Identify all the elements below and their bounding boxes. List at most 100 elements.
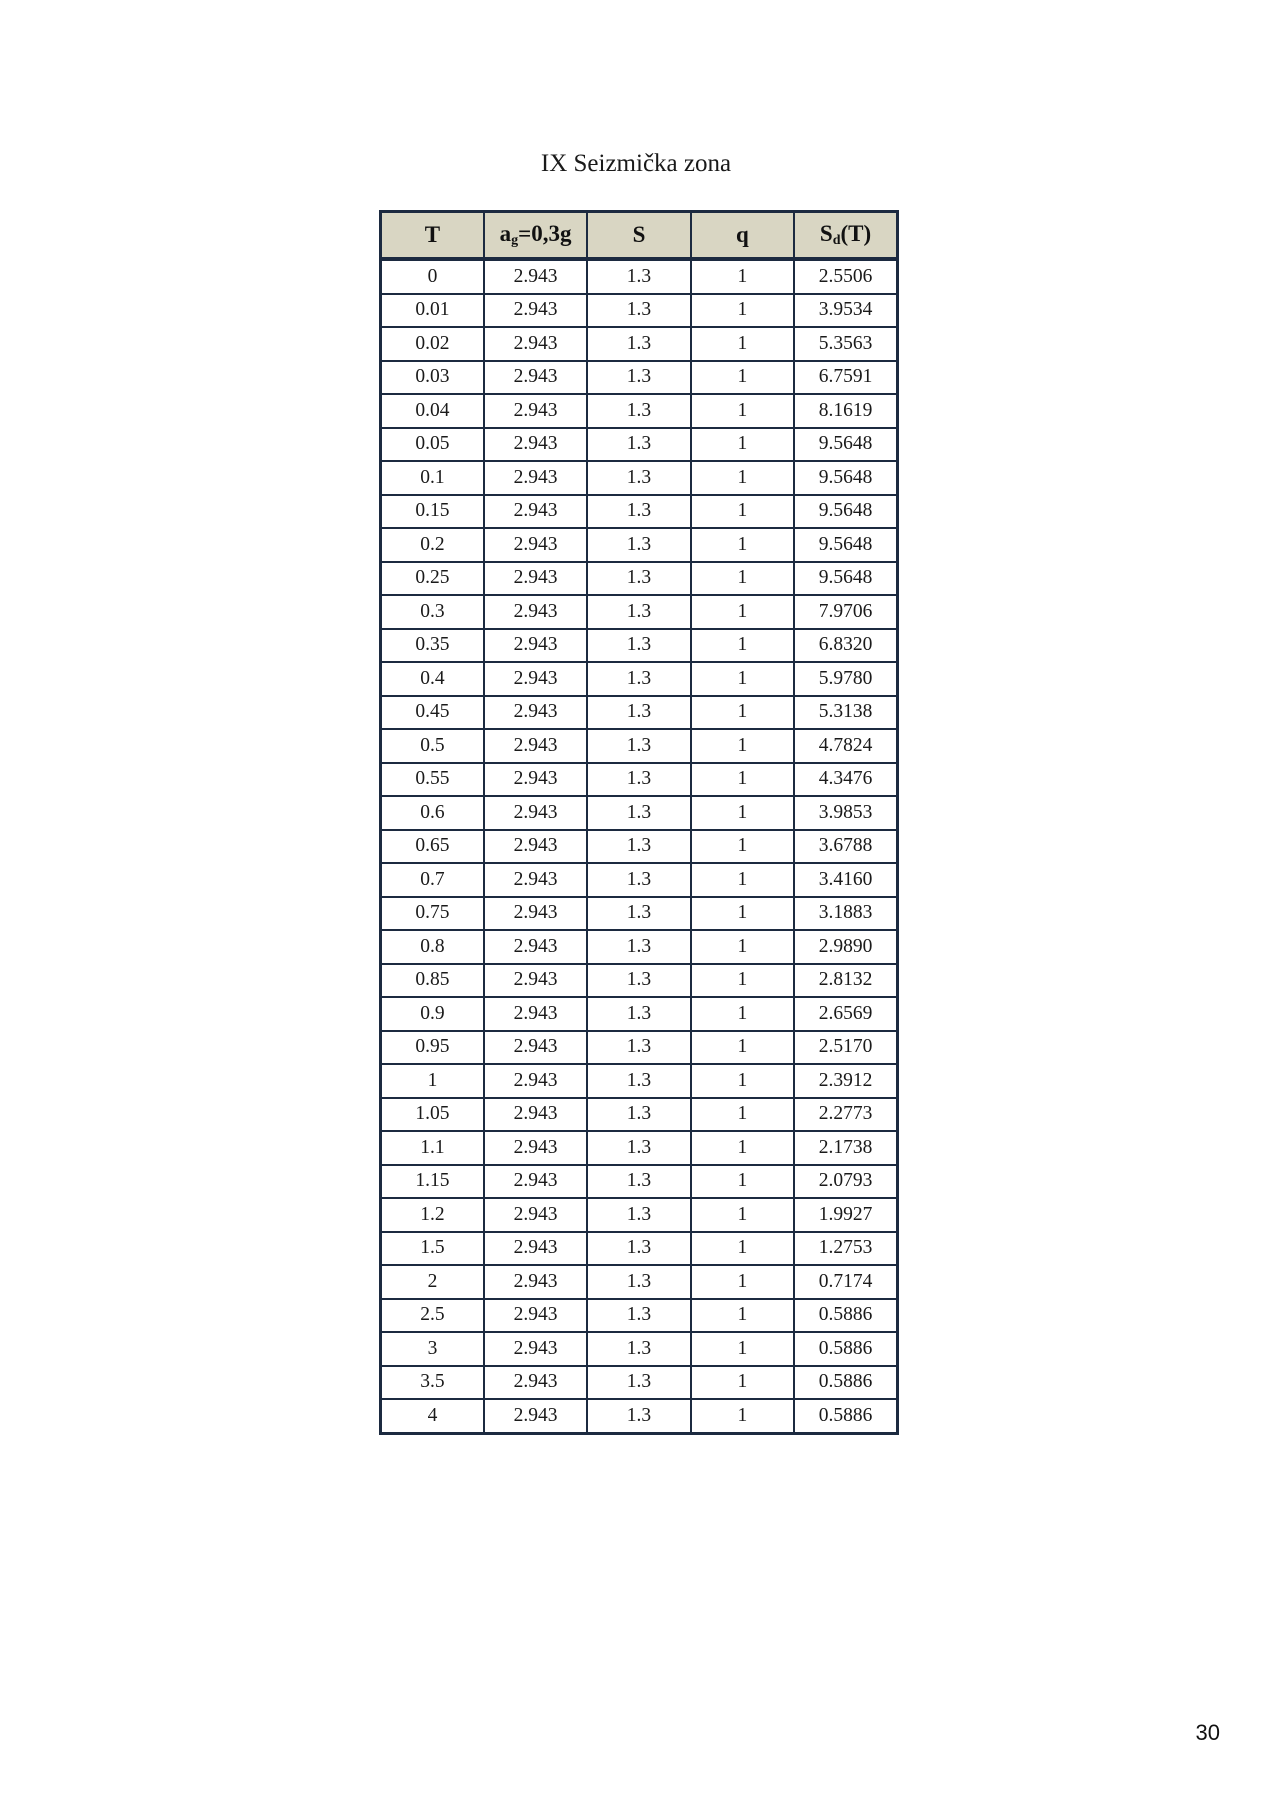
cell-ag: 2.943 [482,1331,589,1367]
cell-s: 1.3 [586,862,692,898]
cell-s: 1.3 [586,929,692,965]
cell-ag: 2.943 [482,828,589,864]
cell-q: 1 [689,761,796,797]
cell-t: 3 [379,1331,485,1367]
cell-sd: 2.5506 [793,258,899,295]
cell-sd: 0.5886 [793,1398,899,1434]
cell-s: 1.3 [586,359,692,395]
cell-q: 1 [689,962,796,998]
cell-sd: 9.5648 [793,460,899,496]
cell-sd: 3.9853 [793,795,899,831]
cell-t: 4 [379,1398,485,1434]
table-row: 0.55 2.943 1.3 1 4.3476 [379,761,899,797]
cell-q: 1 [689,1230,796,1266]
cell-s: 1.3 [586,795,692,831]
cell-q: 1 [689,1398,796,1434]
cell-t: 0.55 [379,761,485,797]
cell-ag: 2.943 [482,560,589,596]
cell-q: 1 [689,1297,796,1333]
cell-t: 0.05 [379,426,485,462]
table-row: 3 2.943 1.3 1 0.5886 [379,1331,899,1367]
header-ag-sub: g [511,233,519,248]
cell-sd: 3.4160 [793,862,899,898]
spectrum-table: T ag=0,3g S q Sd(T) 0 2.943 1.3 1 2.5506 0.01… [379,210,899,1435]
cell-sd: 1.9927 [793,1197,899,1233]
cell-sd: 2.8132 [793,962,899,998]
table-row: 0.5 2.943 1.3 1 4.7824 [379,728,899,764]
cell-s: 1.3 [586,1163,692,1199]
cell-sd: 0.5886 [793,1331,899,1367]
cell-ag: 2.943 [482,895,589,931]
cell-s: 1.3 [586,761,692,797]
table-row: 0.15 2.943 1.3 1 9.5648 [379,493,899,529]
table-row: 1.1 2.943 1.3 1 2.1738 [379,1130,899,1166]
table-row: 0.05 2.943 1.3 1 9.5648 [379,426,899,462]
table-row: 0.3 2.943 1.3 1 7.9706 [379,594,899,630]
cell-sd: 3.9534 [793,292,899,328]
cell-q: 1 [689,1096,796,1132]
table-row: 1.2 2.943 1.3 1 1.9927 [379,1197,899,1233]
cell-s: 1.3 [586,1331,692,1367]
table-row: 0.2 2.943 1.3 1 9.5648 [379,527,899,563]
cell-ag: 2.943 [482,862,589,898]
cell-q: 1 [689,1063,796,1099]
table-row: 0.25 2.943 1.3 1 9.5648 [379,560,899,596]
page-title: IX Seizmička zona [540,150,732,177]
cell-s: 1.3 [586,1398,692,1434]
cell-ag: 2.943 [482,359,589,395]
cell-t: 0.04 [379,393,485,429]
cell-q: 1 [689,694,796,730]
cell-s: 1.3 [586,560,692,596]
cell-s: 1.3 [586,493,692,529]
cell-q: 1 [689,1163,796,1199]
cell-q: 1 [689,728,796,764]
cell-t: 2.5 [379,1297,485,1333]
cell-q: 1 [689,1029,796,1065]
cell-t: 1.05 [379,1096,485,1132]
cell-t: 3.5 [379,1364,485,1400]
cell-ag: 2.943 [482,292,589,328]
cell-ag: 2.943 [482,426,589,462]
cell-sd: 5.3138 [793,694,899,730]
cell-s: 1.3 [586,393,692,429]
table-row: 0.04 2.943 1.3 1 8.1619 [379,393,899,429]
table-row: 0.95 2.943 1.3 1 2.5170 [379,1029,899,1065]
cell-ag: 2.943 [482,393,589,429]
cell-q: 1 [689,627,796,663]
cell-t: 0.25 [379,560,485,596]
cell-t: 0.7 [379,862,485,898]
cell-ag: 2.943 [482,258,589,295]
table-row: 0.9 2.943 1.3 1 2.6569 [379,996,899,1032]
cell-t: 0.75 [379,895,485,931]
cell-s: 1.3 [586,1063,692,1099]
cell-s: 1.3 [586,996,692,1032]
cell-sd: 5.3563 [793,326,899,362]
cell-t: 0.03 [379,359,485,395]
cell-sd: 5.9780 [793,661,899,697]
cell-sd: 7.9706 [793,594,899,630]
cell-ag: 2.943 [482,1230,589,1266]
cell-ag: 2.943 [482,694,589,730]
header-ag-tail: =0,3g [518,221,572,246]
cell-q: 1 [689,795,796,831]
cell-s: 1.3 [586,426,692,462]
cell-sd: 0.7174 [793,1264,899,1300]
cell-sd: 6.8320 [793,627,899,663]
cell-t: 0.4 [379,661,485,697]
table-row: 0.4 2.943 1.3 1 5.9780 [379,661,899,697]
cell-ag: 2.943 [482,761,589,797]
cell-s: 1.3 [586,962,692,998]
cell-t: 0.01 [379,292,485,328]
cell-s: 1.3 [586,728,692,764]
cell-ag: 2.943 [482,1297,589,1333]
cell-s: 1.3 [586,1197,692,1233]
cell-t: 0.2 [379,527,485,563]
cell-ag: 2.943 [482,1163,589,1199]
cell-ag: 2.943 [482,929,589,965]
cell-s: 1.3 [586,1264,692,1300]
cell-t: 0.85 [379,962,485,998]
table-row: 1.05 2.943 1.3 1 2.2773 [379,1096,899,1132]
cell-ag: 2.943 [482,996,589,1032]
table-body: 0 2.943 1.3 1 2.5506 0.01 2.943 1.3 1 3.9534 0.02 2… [379,258,899,1434]
cell-s: 1.3 [586,258,692,295]
